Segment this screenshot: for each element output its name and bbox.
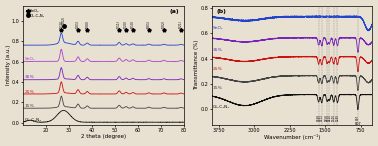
Y-axis label: Intensity (a.u.): Intensity (a.u.) xyxy=(6,45,11,85)
Text: GL-C₃N₄: GL-C₃N₄ xyxy=(24,118,41,122)
Text: 1410: 1410 xyxy=(327,114,332,121)
Text: 35%: 35% xyxy=(24,75,34,79)
Text: (321): (321) xyxy=(179,20,183,28)
X-axis label: Wavenumber (cm⁻¹): Wavenumber (cm⁻¹) xyxy=(264,134,320,140)
Text: (101): (101) xyxy=(76,20,80,28)
Text: (220): (220) xyxy=(124,20,128,28)
Text: (301): (301) xyxy=(147,20,151,28)
Text: SnO₂: SnO₂ xyxy=(212,26,223,30)
Text: (002): (002) xyxy=(62,16,66,24)
Text: 1240: 1240 xyxy=(335,114,339,121)
Text: (200): (200) xyxy=(85,20,89,28)
Text: 15%: 15% xyxy=(212,86,222,90)
Text: 1320: 1320 xyxy=(332,114,336,121)
Text: 1638: 1638 xyxy=(317,114,321,121)
Text: 25%: 25% xyxy=(24,89,34,94)
Text: (b): (b) xyxy=(217,9,226,14)
Text: (310): (310) xyxy=(131,20,135,28)
Text: (211): (211) xyxy=(117,20,121,28)
Text: GL-C₃N₄: GL-C₃N₄ xyxy=(212,105,229,109)
Legend: SnO₂, GL-C₃N₄: SnO₂, GL-C₃N₄ xyxy=(27,9,45,18)
Text: 15%: 15% xyxy=(24,104,34,108)
Text: (202): (202) xyxy=(162,20,166,28)
Text: SnO₂: SnO₂ xyxy=(24,57,35,61)
Text: 35%: 35% xyxy=(212,48,222,52)
Y-axis label: Transmittance (%): Transmittance (%) xyxy=(194,40,199,90)
Text: 807: 807 xyxy=(355,122,361,126)
Text: 1458: 1458 xyxy=(325,114,329,121)
Text: 807: 807 xyxy=(356,114,360,120)
Text: (110): (110) xyxy=(59,20,63,28)
Text: (a): (a) xyxy=(169,9,179,14)
Text: 25%: 25% xyxy=(212,67,222,71)
X-axis label: 2 theta (degree): 2 theta (degree) xyxy=(81,134,126,139)
Text: 1572: 1572 xyxy=(320,114,324,121)
